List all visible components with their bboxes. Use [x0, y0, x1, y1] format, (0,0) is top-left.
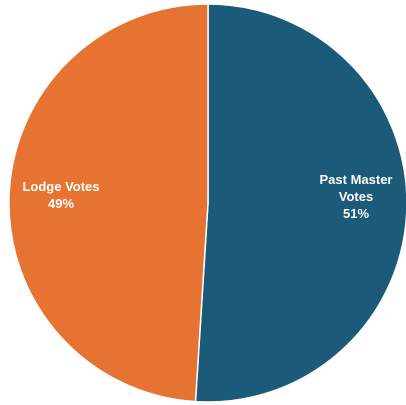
- slice-percent-label: 49%: [48, 196, 74, 211]
- slice-percent-label: 51%: [343, 206, 369, 221]
- slice-category-label: Past Master: [320, 172, 393, 187]
- pie-slice-1: [8, 3, 209, 403]
- pie-slices: [8, 3, 406, 403]
- pie-slice-0: [194, 3, 406, 403]
- slice-label-0: Past Master Votes 51%: [320, 172, 393, 221]
- slice-category-label: Votes: [339, 189, 373, 204]
- slice-label-1: Lodge Votes 49%: [22, 179, 99, 211]
- slice-category-label: Lodge Votes: [22, 179, 99, 194]
- slice-labels: Past Master Votes 51% Lodge Votes 49%: [22, 172, 392, 221]
